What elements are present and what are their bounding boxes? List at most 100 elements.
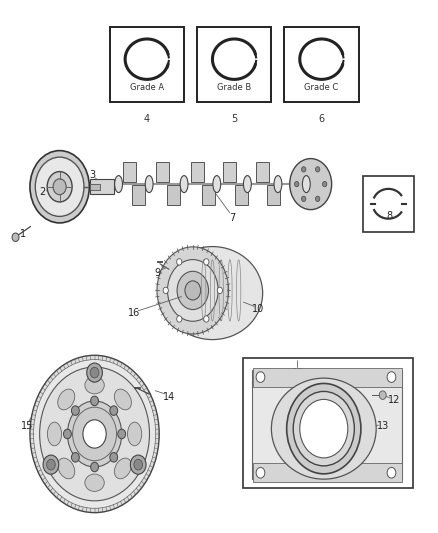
Ellipse shape <box>114 458 131 479</box>
Bar <box>155 162 169 182</box>
Bar <box>243 358 413 488</box>
Circle shape <box>71 453 79 462</box>
Text: 7: 7 <box>229 213 235 223</box>
Ellipse shape <box>180 175 188 192</box>
Ellipse shape <box>58 389 75 410</box>
Bar <box>363 176 413 232</box>
Circle shape <box>67 401 122 467</box>
Text: 2: 2 <box>39 187 45 197</box>
Bar <box>252 370 403 479</box>
Circle shape <box>217 287 223 294</box>
Ellipse shape <box>85 376 104 394</box>
Circle shape <box>293 391 354 466</box>
Text: 1: 1 <box>19 229 25 239</box>
Text: 11: 11 <box>291 368 304 378</box>
Text: 5: 5 <box>231 115 237 125</box>
Ellipse shape <box>47 422 62 446</box>
Circle shape <box>256 372 265 382</box>
Text: 15: 15 <box>21 421 33 431</box>
Bar <box>123 162 136 182</box>
Bar <box>110 27 184 102</box>
Circle shape <box>387 467 396 478</box>
Ellipse shape <box>302 175 310 192</box>
Bar <box>235 185 248 205</box>
Circle shape <box>87 363 102 382</box>
Circle shape <box>46 459 55 470</box>
Ellipse shape <box>274 175 282 192</box>
Bar <box>253 368 402 386</box>
Circle shape <box>118 429 126 439</box>
Ellipse shape <box>85 474 104 491</box>
Circle shape <box>315 196 320 201</box>
Circle shape <box>387 372 396 382</box>
Circle shape <box>167 260 218 321</box>
Ellipse shape <box>127 422 142 446</box>
Bar <box>197 27 272 102</box>
Text: 12: 12 <box>388 395 400 406</box>
Text: 3: 3 <box>89 170 95 180</box>
Text: 13: 13 <box>377 421 389 431</box>
Text: 9: 9 <box>155 268 161 278</box>
Circle shape <box>177 271 208 310</box>
Circle shape <box>134 459 143 470</box>
Circle shape <box>315 167 320 172</box>
Bar <box>223 162 237 182</box>
Text: Grade A: Grade A <box>130 83 164 92</box>
Circle shape <box>177 316 182 322</box>
Circle shape <box>157 247 229 334</box>
Text: 16: 16 <box>128 308 140 318</box>
Circle shape <box>185 281 201 300</box>
Text: Grade C: Grade C <box>304 83 339 92</box>
Bar <box>132 185 145 205</box>
Text: 4: 4 <box>144 115 150 125</box>
Bar <box>191 162 204 182</box>
Circle shape <box>91 462 99 472</box>
Circle shape <box>53 179 66 195</box>
Circle shape <box>12 233 19 241</box>
Circle shape <box>35 157 84 216</box>
Bar <box>201 185 215 205</box>
Circle shape <box>322 181 327 187</box>
Ellipse shape <box>162 247 263 340</box>
Circle shape <box>47 172 72 202</box>
Circle shape <box>131 455 146 474</box>
Bar <box>166 185 180 205</box>
Circle shape <box>73 407 117 461</box>
Bar <box>90 183 100 190</box>
Circle shape <box>294 181 299 187</box>
Ellipse shape <box>145 175 153 192</box>
Circle shape <box>33 360 155 508</box>
Text: 10: 10 <box>252 304 265 314</box>
Circle shape <box>30 356 159 513</box>
Ellipse shape <box>244 175 251 192</box>
Bar <box>253 463 402 482</box>
Circle shape <box>301 196 306 201</box>
Bar <box>256 162 269 182</box>
Circle shape <box>290 159 332 209</box>
Circle shape <box>301 167 306 172</box>
Ellipse shape <box>114 389 131 410</box>
Circle shape <box>177 259 182 265</box>
Bar <box>90 179 114 194</box>
Circle shape <box>256 467 265 478</box>
Bar <box>267 185 280 205</box>
Text: 14: 14 <box>162 392 175 402</box>
Text: Grade B: Grade B <box>217 83 251 92</box>
Circle shape <box>204 259 209 265</box>
Circle shape <box>110 406 118 415</box>
Circle shape <box>300 399 348 458</box>
Circle shape <box>43 455 59 474</box>
Circle shape <box>163 287 168 294</box>
Circle shape <box>30 151 89 223</box>
Circle shape <box>83 420 106 448</box>
Circle shape <box>110 453 118 462</box>
Ellipse shape <box>272 378 376 479</box>
Bar <box>285 27 359 102</box>
Circle shape <box>40 367 149 501</box>
Text: 6: 6 <box>318 115 325 125</box>
Circle shape <box>91 396 99 406</box>
Circle shape <box>287 383 361 474</box>
Ellipse shape <box>58 458 75 479</box>
Text: 8: 8 <box>386 211 392 221</box>
Circle shape <box>90 367 99 378</box>
